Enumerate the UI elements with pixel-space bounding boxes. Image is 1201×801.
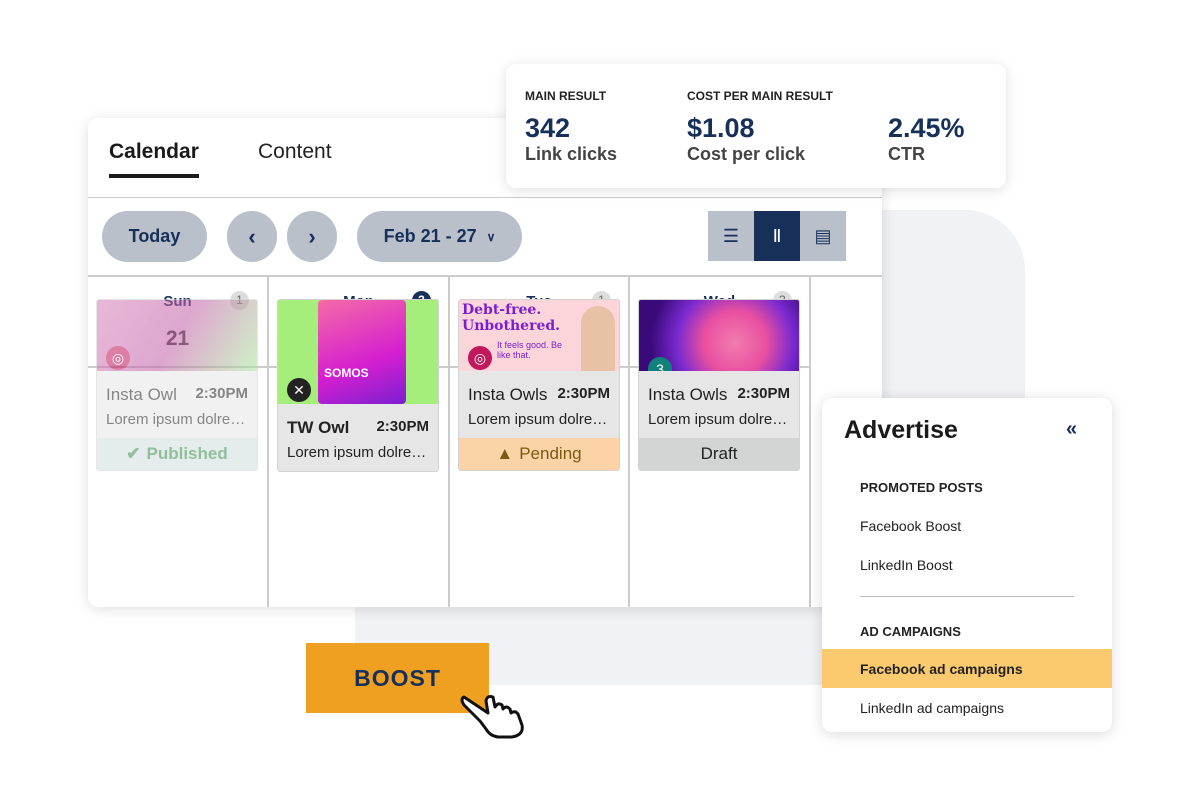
results-card: MAIN RESULT 342 Link clicks COST PER MAIN … xyxy=(506,64,1006,188)
menu-item-facebook-ad-campaigns[interactable]: Facebook ad campaigns xyxy=(822,649,1112,688)
post-image: SOMOS ✕ xyxy=(278,300,438,404)
post-time: 2:30PM xyxy=(376,418,429,435)
post-card[interactable]: SOMOS ✕ TW Owl 2:30PM Lorem ipsum dolre… xyxy=(277,299,439,472)
chevron-down-icon: ∨ xyxy=(486,229,496,244)
status-draft: Draft xyxy=(639,438,799,470)
section-ad-campaigns: AD CAMPAIGNS xyxy=(860,624,961,639)
post-title: Insta Owls xyxy=(648,385,728,404)
post-image: Debt-free. Unbothered. It feels good. Be… xyxy=(459,300,619,371)
x-icon: ✕ xyxy=(287,378,311,402)
chevron-right-icon: › xyxy=(308,223,316,249)
warning-icon: ▲ xyxy=(496,444,514,463)
post-time: 2:30PM xyxy=(737,385,790,402)
post-card[interactable]: ◎ Insta Owl 2:30PM Lorem ipsum dolre… ✔ Pu… xyxy=(96,299,258,471)
tab-calendar[interactable]: Calendar xyxy=(109,140,199,178)
advertise-panel: Advertise « PROMOTED POSTS Facebook Boos… xyxy=(822,398,1112,732)
image-headline: Debt-free. Unbothered. xyxy=(462,302,561,334)
view-toggle: ☰ Ⅱ ▤ xyxy=(708,211,846,261)
stat-sub: Link clicks xyxy=(525,144,618,164)
post-image: 3 xyxy=(639,300,799,371)
status-label: Published xyxy=(146,444,228,463)
person-image xyxy=(581,306,615,371)
menu-item-linkedin-boost[interactable]: LinkedIn Boost xyxy=(860,556,953,573)
network-count-badge: 3 xyxy=(648,357,672,371)
post-description: Lorem ipsum dolrem… xyxy=(648,411,799,428)
boost-button[interactable]: BOOST xyxy=(306,643,489,713)
status-label: Draft xyxy=(700,444,738,463)
post-card[interactable]: 3 Insta Owls 2:30PM Lorem ipsum dolrem… D… xyxy=(638,299,800,471)
calendar-panel: Calendar Content Today ‹ › Feb 21 - 27 ∨ … xyxy=(88,118,882,607)
stat-label: MAIN RESULT xyxy=(525,89,607,103)
post-title: Insta Owls xyxy=(468,385,548,404)
hand-pointer-icon xyxy=(460,695,524,739)
menu-item-facebook-boost[interactable]: Facebook Boost xyxy=(860,517,962,534)
week-view-icon[interactable]: Ⅱ xyxy=(754,211,800,261)
advertise-title: Advertise xyxy=(844,416,958,444)
day-column-tue: Tue123 Debt-free. Unbothered. It feels g… xyxy=(450,277,630,607)
stat-value: $1.08 xyxy=(687,113,755,143)
chevron-left-icon: ‹ xyxy=(248,223,256,249)
stat-label: COST PER MAIN RESULT xyxy=(687,89,833,103)
stat-sub: CTR xyxy=(888,144,925,164)
check-circle-icon: ✔ xyxy=(126,444,141,463)
status-pending: ▲ Pending xyxy=(459,438,619,470)
instagram-icon: ◎ xyxy=(468,346,492,370)
stat-value: 342 xyxy=(525,113,571,143)
status-published: ✔ Published xyxy=(97,438,257,470)
divider xyxy=(88,197,882,198)
section-promoted-posts: PROMOTED POSTS xyxy=(860,480,983,495)
instagram-icon: ◎ xyxy=(106,346,130,370)
list-view-icon[interactable]: ☰ xyxy=(722,225,740,246)
prev-button[interactable]: ‹ xyxy=(227,211,277,262)
stat-sub: Cost per click xyxy=(687,144,806,164)
post-image: ◎ xyxy=(97,300,257,371)
stat-main-result: MAIN RESULT 342 Link clicks xyxy=(525,89,617,165)
collapse-icon[interactable]: « xyxy=(1066,418,1078,440)
image-subtext: It feels good. Be like that. xyxy=(497,340,563,360)
month-view-icon[interactable]: ▤ xyxy=(814,225,832,246)
post-time: 2:30PM xyxy=(557,385,610,402)
stat-label xyxy=(888,89,965,105)
post-title: Insta Owl xyxy=(106,385,177,404)
image-text: SOMOS xyxy=(318,300,406,404)
menu-item-linkedin-ad-campaigns[interactable]: LinkedIn ad campaigns xyxy=(860,699,1004,716)
divider xyxy=(860,596,1074,597)
post-description: Lorem ipsum dolre… xyxy=(106,411,246,428)
tab-content[interactable]: Content xyxy=(258,140,332,163)
post-title: TW Owl xyxy=(287,418,350,437)
date-range-dropdown[interactable]: Feb 21 - 27 ∨ xyxy=(357,211,522,262)
status-label: Pending xyxy=(519,444,582,463)
stat-value: 2.45% xyxy=(888,113,965,143)
date-range-label: Feb 21 - 27 xyxy=(383,226,477,246)
post-card[interactable]: Debt-free. Unbothered. It feels good. Be… xyxy=(458,299,620,471)
stat-cost: COST PER MAIN RESULT $1.08 Cost per click xyxy=(687,89,833,165)
today-button[interactable]: Today xyxy=(102,211,207,262)
stat-ctr: 2.45% CTR xyxy=(888,89,965,165)
post-description: Lorem ipsum dolre… xyxy=(287,444,427,461)
post-time: 2:30PM xyxy=(195,385,248,402)
next-button[interactable]: › xyxy=(287,211,337,262)
post-description: Lorem ipsum dolre… xyxy=(468,411,608,428)
